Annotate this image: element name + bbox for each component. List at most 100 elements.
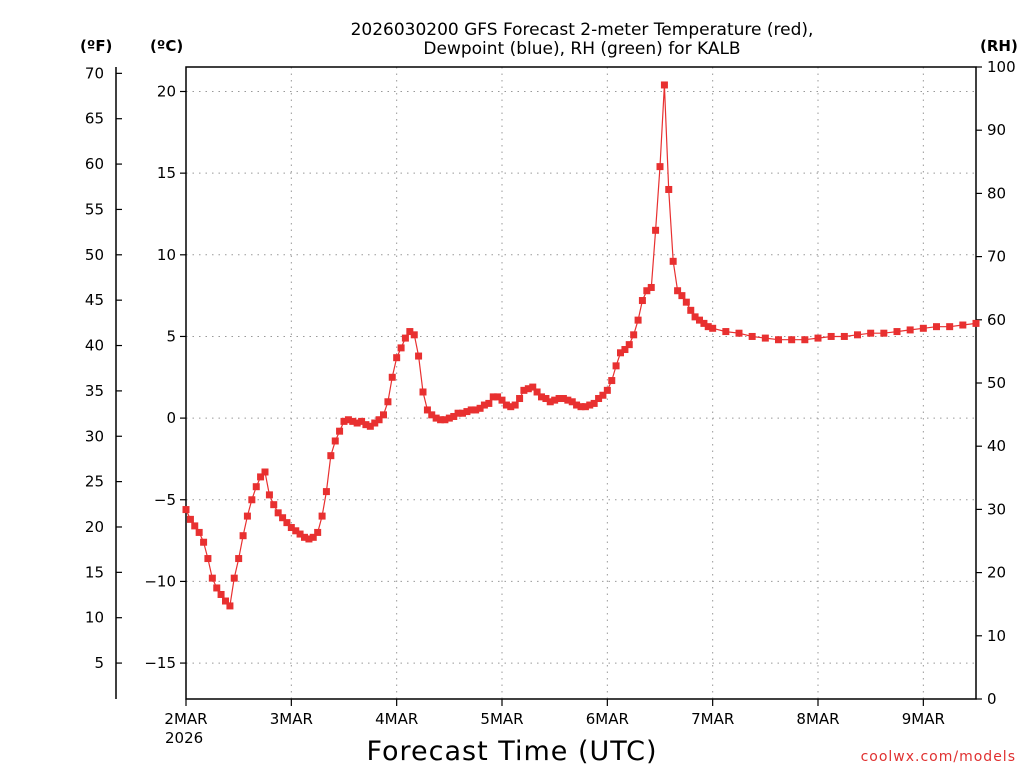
- data-point: [336, 427, 344, 435]
- data-point: [450, 412, 458, 420]
- data-point: [814, 334, 822, 342]
- data-point: [480, 401, 488, 409]
- celsius-tick-label: −10: [144, 572, 176, 590]
- data-point: [564, 396, 572, 404]
- celsius-axis: −15 −10 −5 0 5 10 15 20: [144, 82, 186, 672]
- data-point: [454, 409, 462, 417]
- chart-title: 2026030200 GFS Forecast 2-meter Temperat…: [351, 20, 814, 40]
- data-point: [972, 319, 980, 327]
- data-point: [222, 597, 229, 605]
- data-point: [682, 298, 690, 306]
- data-point: [489, 393, 497, 401]
- data-point: [375, 416, 383, 424]
- data-point: [678, 292, 686, 300]
- data-point: [467, 406, 475, 414]
- data-point: [788, 336, 796, 344]
- rh-tick-label: 30: [987, 500, 1006, 518]
- data-point: [722, 328, 730, 336]
- rh-tick-label: 50: [987, 374, 1006, 392]
- data-point: [498, 396, 506, 404]
- data-point: [867, 329, 875, 337]
- fahrenheit-tick-label: 15: [85, 563, 104, 581]
- data-point: [595, 395, 603, 403]
- time-tick-label: 8MAR: [796, 710, 839, 728]
- data-point: [340, 417, 348, 425]
- data-point: [880, 329, 888, 337]
- celsius-tick-label: −15: [144, 654, 176, 672]
- data-point: [226, 602, 234, 610]
- data-point: [384, 398, 392, 406]
- data-point: [353, 419, 361, 427]
- data-point: [559, 395, 567, 403]
- fahrenheit-tick-label: 25: [85, 473, 104, 491]
- data-point: [586, 401, 594, 409]
- data-point: [775, 336, 782, 344]
- rh-tick-label: 60: [987, 311, 1006, 329]
- rh-tick-label: 80: [987, 184, 1006, 202]
- fahrenheit-tick-label: 20: [85, 518, 104, 536]
- time-tick-label: 9MAR: [902, 710, 945, 728]
- time-axis: 2MAR 3MAR 4MAR 5MAR 6MAR 7MAR 8MAR 9MAR: [164, 699, 945, 728]
- data-point: [700, 319, 708, 327]
- data-point: [265, 491, 273, 499]
- data-point: [647, 283, 655, 291]
- data-point: [674, 287, 682, 295]
- data-point: [423, 406, 431, 414]
- data-point: [279, 514, 287, 522]
- data-point: [248, 496, 256, 504]
- data-point: [581, 403, 589, 411]
- data-point: [608, 377, 616, 385]
- data-point: [568, 398, 576, 406]
- rh-tick-label: 10: [987, 627, 1006, 645]
- series-temperature: [182, 81, 980, 610]
- data-point: [959, 321, 967, 329]
- data-point: [516, 395, 524, 403]
- data-point: [301, 533, 308, 541]
- data-point: [665, 185, 673, 193]
- rh-tick-label: 100: [987, 58, 1016, 76]
- data-point: [182, 506, 190, 514]
- data-point: [919, 324, 927, 332]
- data-point: [274, 509, 282, 517]
- data-point: [239, 532, 247, 540]
- data-point: [546, 398, 554, 406]
- celsius-tick-label: 10: [157, 246, 176, 264]
- data-point: [906, 326, 914, 334]
- data-point: [542, 395, 550, 403]
- celsius-tick-label: 0: [166, 409, 176, 427]
- data-point: [840, 332, 848, 340]
- data-point: [485, 399, 493, 407]
- data-point: [380, 411, 387, 419]
- data-point: [603, 386, 611, 394]
- time-tick-label: 3MAR: [270, 710, 313, 728]
- data-point: [397, 344, 405, 352]
- data-point: [195, 528, 203, 536]
- data-point: [283, 519, 291, 527]
- fahrenheit-axis: 5 10 15 20 25 30 35 40 45 50 55 60 65 70: [85, 64, 122, 672]
- data-point: [748, 332, 756, 340]
- data-point: [638, 297, 646, 305]
- celsius-unit-label: (ºC): [150, 37, 183, 55]
- data-point: [292, 527, 300, 535]
- data-point: [349, 417, 357, 425]
- fahrenheit-tick-label: 45: [85, 291, 104, 309]
- time-tick-label: 7MAR: [691, 710, 734, 728]
- data-point: [445, 414, 453, 422]
- data-point: [502, 401, 510, 409]
- data-point: [761, 334, 769, 342]
- data-point: [577, 403, 585, 411]
- credit-label: coolwx.com/models: [861, 749, 1016, 765]
- data-point: [599, 391, 607, 399]
- data-point: [230, 574, 238, 582]
- data-point: [643, 287, 651, 295]
- data-point: [476, 404, 484, 412]
- data-point: [257, 473, 265, 481]
- rh-unit-label: (RH): [980, 37, 1018, 55]
- data-point: [691, 313, 699, 321]
- data-point: [366, 422, 374, 430]
- fahrenheit-tick-label: 55: [85, 200, 104, 218]
- time-tick-label: 5MAR: [480, 710, 523, 728]
- data-point: [621, 346, 629, 354]
- data-point: [507, 403, 515, 411]
